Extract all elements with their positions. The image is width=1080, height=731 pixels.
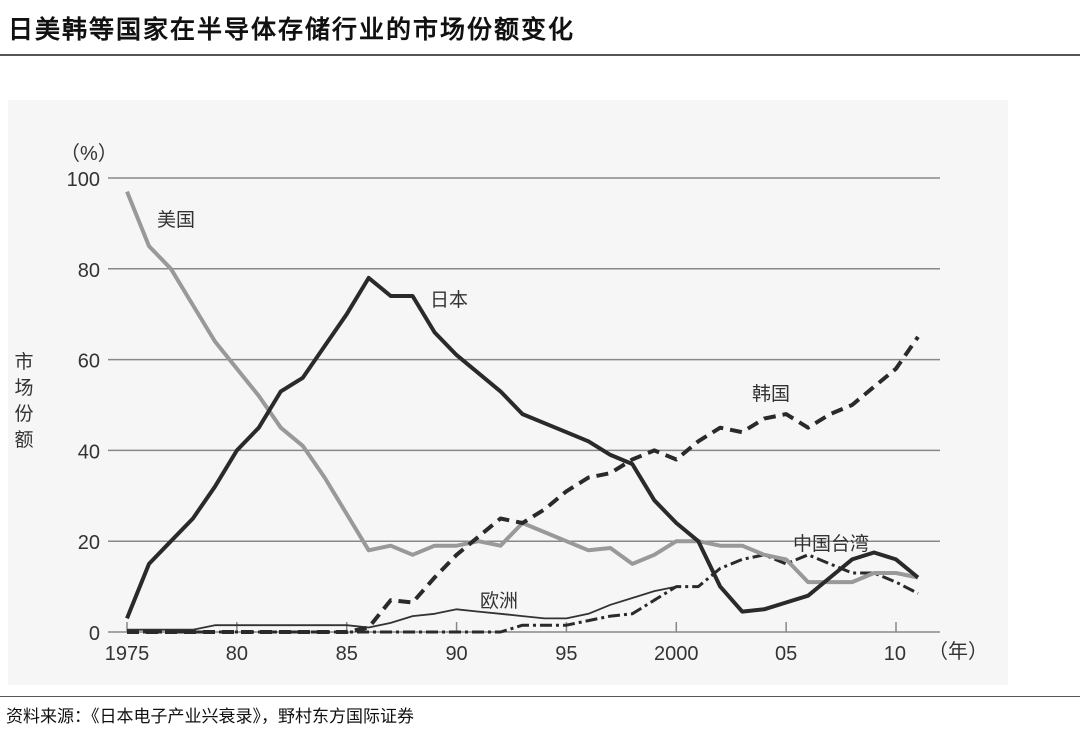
series-label: 美国 [157,209,195,231]
y-tick-label: 80 [78,260,100,282]
svg-text:额: 额 [14,429,33,451]
series-label: 中国台湾 [793,533,869,555]
series-label: 韩国 [752,383,790,405]
x-tick-label: 1975 [105,643,150,665]
svg-text:市: 市 [14,351,33,373]
x-tick-label: 95 [555,643,577,665]
y-tick-label: 40 [78,441,100,463]
x-tick-label: 05 [775,643,797,665]
series-line-2 [127,335,920,634]
x-tick-label: 90 [445,643,467,665]
y-tick-label: 60 [78,351,100,373]
series-line-1 [125,275,920,620]
x-unit-label: （年） [928,640,988,663]
page-title: 日美韩等国家在半导体存储行业的市场份额变化 [8,15,576,44]
source-note: 资料来源：《日本电子产业兴衰录》，野村东方国际证券 [6,707,414,727]
y-tick-label: 100 [67,169,100,191]
svg-text:份: 份 [14,403,33,425]
y-axis-label: 市场份额 [14,351,33,451]
y-tick-label: 20 [78,532,100,554]
svg-text:场: 场 [14,377,33,399]
series-label: 日本 [430,289,468,311]
series-line-3 [127,553,919,634]
y-tick-label: 0 [89,623,100,645]
series-line-4 [127,585,677,631]
x-tick-label: 2000 [654,643,699,665]
x-tick-label: 80 [226,643,248,665]
top-divider [0,54,1080,56]
series-label: 欧洲 [480,590,518,612]
x-tick-label: 10 [884,643,906,665]
bottom-divider [0,696,1080,697]
x-tick-label: 85 [336,643,358,665]
y-unit-label: （%） [60,142,118,165]
chart-background [8,100,1008,685]
